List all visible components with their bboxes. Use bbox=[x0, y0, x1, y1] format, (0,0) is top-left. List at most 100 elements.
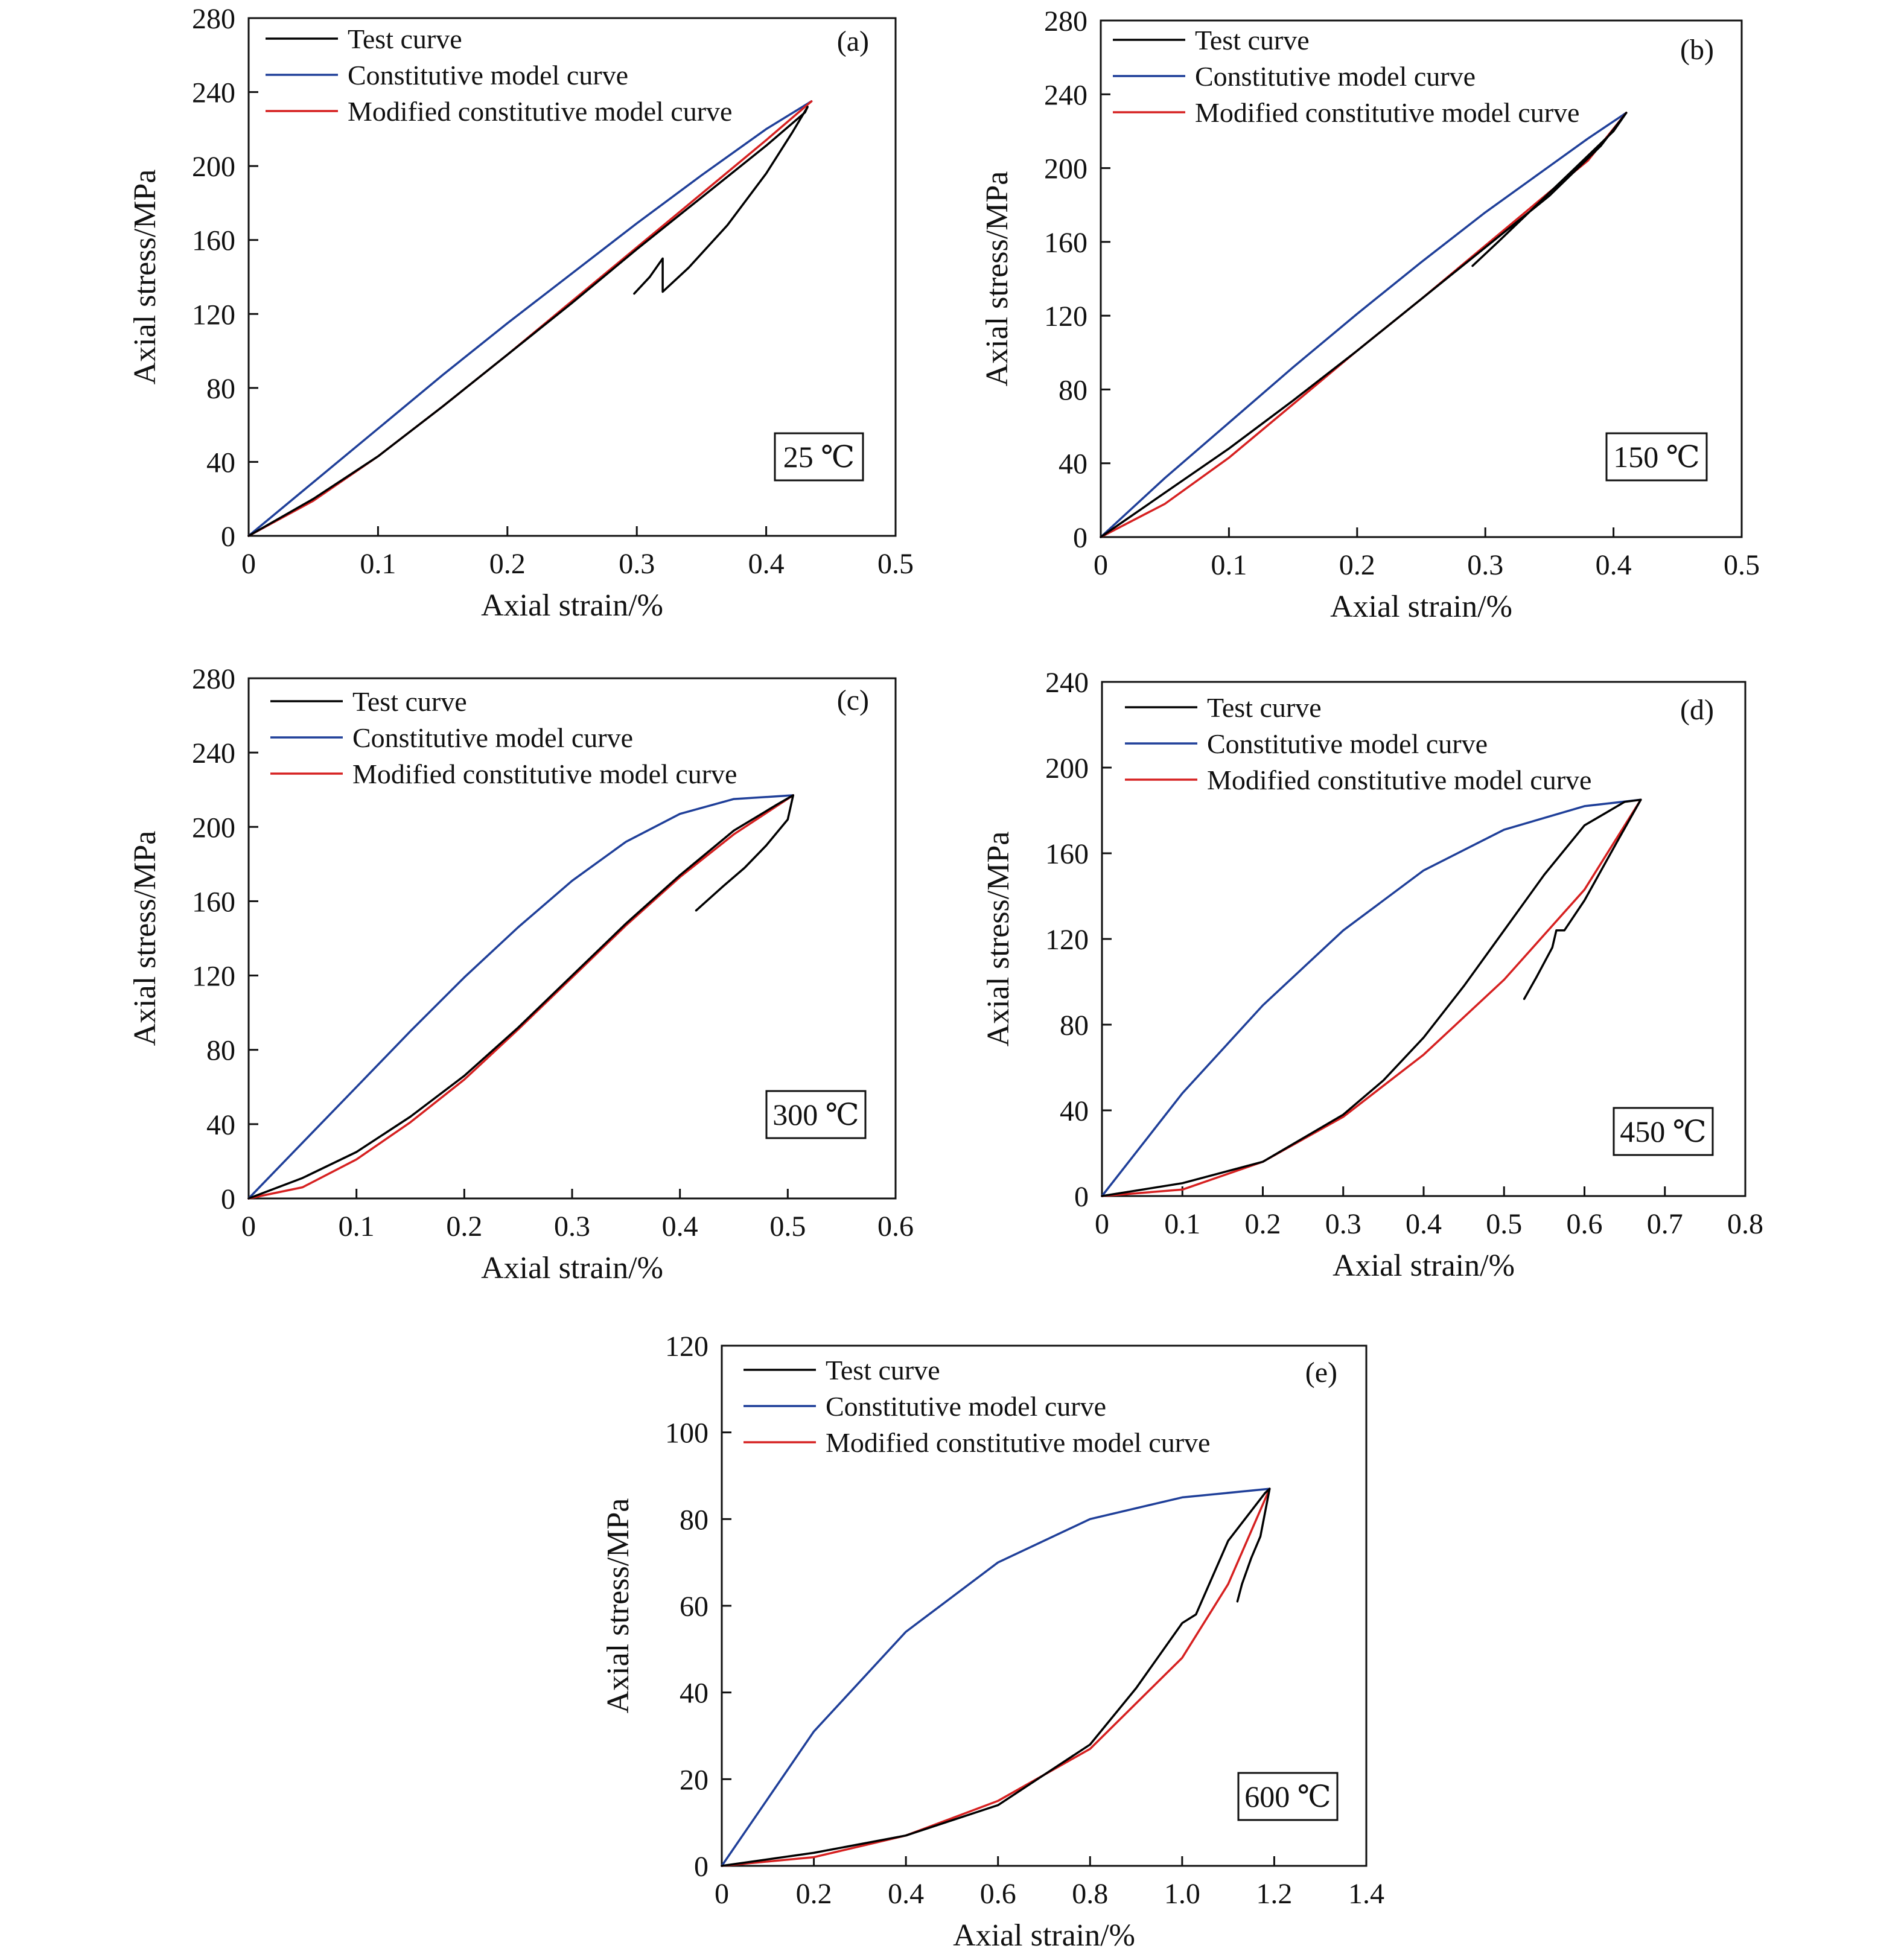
x-tick-label: 0.3 bbox=[554, 1211, 590, 1242]
x-tick-label: 0 bbox=[1094, 549, 1108, 581]
y-tick-label: 280 bbox=[192, 663, 235, 695]
y-tick-label: 0 bbox=[221, 1183, 235, 1215]
y-tick-label: 0 bbox=[1073, 522, 1087, 554]
x-tick-label: 0.1 bbox=[360, 548, 396, 580]
legend-label-constitutive-model-curve: Constitutive model curve bbox=[1207, 728, 1488, 759]
y-tick-label: 80 bbox=[680, 1504, 708, 1536]
x-tick-label: 0 bbox=[715, 1878, 729, 1910]
y-tick-label: 200 bbox=[1045, 752, 1089, 784]
x-tick-label: 0.8 bbox=[1072, 1878, 1108, 1910]
y-axis-label: Axial stress/MPa bbox=[128, 831, 162, 1046]
chart-panel-b: 0 0.1 0.2 0.3 0.4 0.5 0 40 80 120 160 200 240 280 Axia… bbox=[980, 5, 1760, 624]
x-tick-label: 0.4 bbox=[1596, 549, 1632, 581]
y-tick-label: 160 bbox=[1044, 227, 1087, 259]
x-tick-label: 0 bbox=[241, 548, 256, 580]
x-axis-label: Axial strain/% bbox=[481, 588, 663, 623]
x-tick-label: 0.5 bbox=[1486, 1208, 1522, 1240]
x-tick-label: 0.2 bbox=[796, 1878, 832, 1910]
temperature-label: 25 ℃ bbox=[783, 440, 855, 474]
temperature-label: 600 ℃ bbox=[1244, 1780, 1331, 1813]
y-tick-label: 160 bbox=[1045, 838, 1089, 870]
legend-label-constitutive-model-curve: Constitutive model curve bbox=[826, 1391, 1106, 1422]
x-tick-label: 0.4 bbox=[1406, 1208, 1442, 1240]
y-tick-label: 0 bbox=[221, 521, 235, 553]
chart-panel-e: 0 0.2 0.4 0.6 0.8 1.0 1.2 1.4 0 20 40 60 80 100 120 Axi… bbox=[601, 1331, 1384, 1953]
x-axis-label: Axial strain/% bbox=[1333, 1249, 1515, 1283]
y-tick-label: 280 bbox=[1044, 5, 1087, 37]
x-axis-label: Axial strain/% bbox=[953, 1918, 1135, 1953]
y-tick-label: 20 bbox=[680, 1764, 708, 1796]
legend-label-test-curve: Test curve bbox=[352, 686, 467, 717]
legend-label-constitutive-model-curve: Constitutive model curve bbox=[352, 722, 633, 753]
x-tick-label: 0.4 bbox=[748, 548, 785, 580]
y-tick-label: 40 bbox=[206, 447, 235, 479]
y-tick-label: 100 bbox=[665, 1418, 708, 1449]
y-tick-label: 240 bbox=[1045, 667, 1089, 699]
series-line-constitutive-model-curve bbox=[1101, 798, 1642, 1197]
legend-label-modified-constitutive-model-curve: Modified constitutive model curve bbox=[352, 759, 737, 789]
x-tick-label: 0.5 bbox=[1724, 549, 1760, 581]
x-tick-label: 0.4 bbox=[662, 1211, 698, 1242]
series-line-test-curve bbox=[721, 1488, 1271, 1867]
series-line-modified-constitutive-model-curve bbox=[247, 794, 795, 1200]
series-line-constitutive-model-curve bbox=[247, 794, 795, 1200]
x-tick-label: 0.2 bbox=[1339, 549, 1375, 581]
y-tick-label: 200 bbox=[192, 812, 235, 844]
legend-label-modified-constitutive-model-curve: Modified constitutive model curve bbox=[348, 96, 732, 127]
y-tick-label: 0 bbox=[694, 1851, 708, 1883]
temperature-box bbox=[765, 1090, 867, 1139]
y-tick-label: 160 bbox=[192, 886, 235, 918]
x-tick-label: 0.2 bbox=[1245, 1208, 1281, 1240]
legend-label-modified-constitutive-model-curve: Modified constitutive model curve bbox=[1207, 765, 1591, 795]
y-tick-label: 40 bbox=[1059, 448, 1087, 480]
temperature-box bbox=[1605, 432, 1708, 482]
temperature-label: 450 ℃ bbox=[1620, 1115, 1706, 1148]
y-tick-label: 160 bbox=[192, 225, 235, 257]
y-tick-label: 120 bbox=[1044, 301, 1087, 332]
y-tick-label: 80 bbox=[206, 1035, 235, 1067]
x-tick-label: 1.4 bbox=[1348, 1878, 1384, 1910]
chart-panel-d: 0 0.1 0.2 0.3 0.4 0.5 0.6 0.7 0.8 0 40 80 120 160 200 2… bbox=[981, 667, 1763, 1283]
series-line-test-curve bbox=[1100, 112, 1628, 538]
y-tick-label: 40 bbox=[1060, 1095, 1089, 1127]
series-line-constitutive-model-curve bbox=[1100, 112, 1628, 538]
x-axis-label: Axial strain/% bbox=[1330, 590, 1512, 624]
y-tick-label: 60 bbox=[680, 1591, 708, 1623]
legend-label-constitutive-model-curve: Constitutive model curve bbox=[1195, 61, 1476, 92]
panel-label: (e) bbox=[1305, 1357, 1337, 1389]
y-tick-label: 120 bbox=[192, 961, 235, 993]
x-tick-label: 0.4 bbox=[888, 1878, 924, 1910]
y-tick-label: 80 bbox=[206, 373, 235, 405]
x-tick-label: 1.2 bbox=[1256, 1878, 1292, 1910]
x-tick-label: 0.6 bbox=[877, 1211, 914, 1242]
y-tick-label: 240 bbox=[192, 77, 235, 109]
y-tick-label: 120 bbox=[1045, 924, 1089, 956]
y-tick-label: 80 bbox=[1060, 1010, 1089, 1042]
y-tick-label: 200 bbox=[192, 151, 235, 183]
legend-label-constitutive-model-curve: Constitutive model curve bbox=[348, 60, 628, 91]
y-tick-label: 40 bbox=[680, 1678, 708, 1710]
series-line-constitutive-model-curve bbox=[721, 1488, 1271, 1867]
temperature-label: 150 ℃ bbox=[1613, 440, 1699, 474]
panel-label: (d) bbox=[1680, 694, 1714, 726]
x-tick-label: 0.2 bbox=[489, 548, 526, 580]
x-axis-label: Axial strain/% bbox=[481, 1251, 663, 1285]
y-axis-label: Axial stress/MPa bbox=[601, 1498, 635, 1714]
series-line-modified-constitutive-model-curve bbox=[1101, 798, 1642, 1197]
legend-label-modified-constitutive-model-curve: Modified constitutive model curve bbox=[826, 1427, 1210, 1458]
y-tick-label: 280 bbox=[192, 3, 235, 35]
x-tick-label: 0.3 bbox=[1467, 549, 1503, 581]
legend-label-test-curve: Test curve bbox=[826, 1355, 940, 1386]
plot-frame bbox=[247, 17, 897, 537]
panel-label: (b) bbox=[1680, 34, 1714, 66]
x-tick-label: 0.2 bbox=[446, 1211, 482, 1242]
chart-panel-c: 0 0.1 0.2 0.3 0.4 0.5 0.6 0 40 80 120 160 200 240 280 A… bbox=[128, 663, 914, 1285]
x-tick-label: 0.8 bbox=[1727, 1208, 1763, 1240]
series-line-test-curve bbox=[1101, 798, 1642, 1197]
x-tick-label: 0.6 bbox=[980, 1878, 1016, 1910]
y-tick-label: 40 bbox=[206, 1109, 235, 1141]
series-line-test-curve bbox=[247, 794, 795, 1200]
legend-label-modified-constitutive-model-curve: Modified constitutive model curve bbox=[1195, 97, 1579, 128]
x-tick-label: 0 bbox=[1095, 1208, 1109, 1240]
x-tick-label: 0.5 bbox=[769, 1211, 806, 1242]
